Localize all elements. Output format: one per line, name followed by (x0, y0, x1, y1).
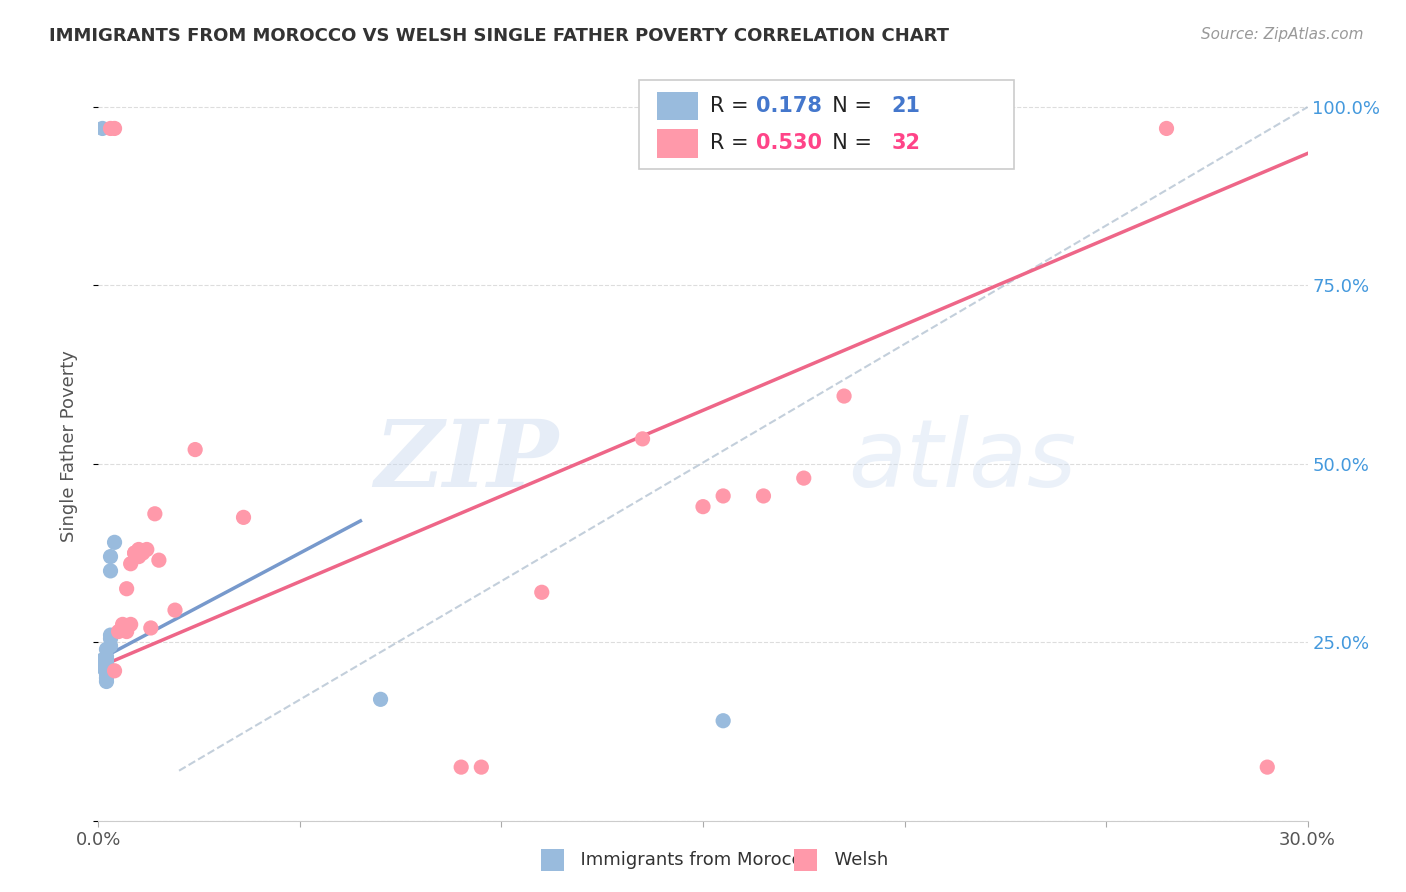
Text: 21: 21 (891, 95, 921, 116)
Point (793, 471, 815, 485)
Point (96, 649, 118, 664)
Text: 0.530: 0.530 (756, 133, 823, 153)
Point (96, 653, 118, 667)
FancyBboxPatch shape (657, 92, 699, 120)
Text: N =: N = (820, 95, 879, 116)
Text: IMMIGRANTS FROM MOROCCO VS WELSH SINGLE FATHER POVERTY CORRELATION CHART: IMMIGRANTS FROM MOROCCO VS WELSH SINGLE … (49, 27, 949, 45)
Point (128, 549, 150, 564)
Point (103, 535, 125, 549)
Point (96, 660, 118, 674)
Point (103, 664, 125, 678)
Point (1256, 760, 1278, 774)
Point (100, 628, 122, 642)
Point (96, 664, 118, 678)
Point (232, 510, 254, 524)
Point (103, 121, 125, 136)
Point (100, 564, 122, 578)
Point (124, 546, 146, 560)
Point (692, 500, 714, 514)
Text: 0.178: 0.178 (756, 95, 823, 116)
Point (100, 632, 122, 646)
Y-axis label: Single Father Poverty: Single Father Poverty (59, 350, 77, 542)
FancyBboxPatch shape (638, 80, 1014, 169)
Point (135, 542, 157, 557)
Text: Welsh: Welsh (823, 851, 887, 870)
Point (132, 546, 155, 560)
Text: R =: R = (710, 133, 755, 153)
Point (184, 442, 207, 457)
Point (470, 760, 492, 774)
Point (370, 692, 392, 706)
Point (752, 489, 775, 503)
Text: 32: 32 (891, 133, 921, 153)
Text: atlas: atlas (848, 416, 1077, 507)
Point (832, 389, 855, 403)
Point (100, 121, 122, 136)
Point (107, 624, 129, 639)
Point (96, 674, 118, 689)
Point (124, 546, 146, 560)
Point (120, 617, 142, 632)
Text: R =: R = (710, 95, 755, 116)
Point (148, 553, 170, 567)
Point (91, 653, 114, 667)
Point (163, 603, 186, 617)
Point (96, 642, 118, 657)
Point (128, 542, 150, 557)
Text: N =: N = (820, 133, 879, 153)
Point (120, 557, 142, 571)
Point (115, 624, 138, 639)
FancyBboxPatch shape (657, 129, 699, 158)
Text: Immigrants from Morocco: Immigrants from Morocco (569, 851, 813, 870)
Point (91, 660, 114, 674)
Text: Source: ZipAtlas.com: Source: ZipAtlas.com (1201, 27, 1364, 42)
Point (530, 585, 553, 599)
Point (91, 657, 114, 671)
Point (100, 549, 122, 564)
Point (143, 507, 166, 521)
Point (96, 667, 118, 681)
Point (115, 582, 138, 596)
Text: ZIP: ZIP (374, 416, 558, 506)
Point (139, 621, 162, 635)
Point (711, 714, 734, 728)
Point (631, 432, 654, 446)
Point (96, 657, 118, 671)
Point (1156, 121, 1178, 136)
Point (450, 760, 472, 774)
Point (100, 639, 122, 653)
Point (96, 671, 118, 685)
Point (711, 489, 734, 503)
Point (91, 121, 114, 136)
Point (111, 617, 134, 632)
